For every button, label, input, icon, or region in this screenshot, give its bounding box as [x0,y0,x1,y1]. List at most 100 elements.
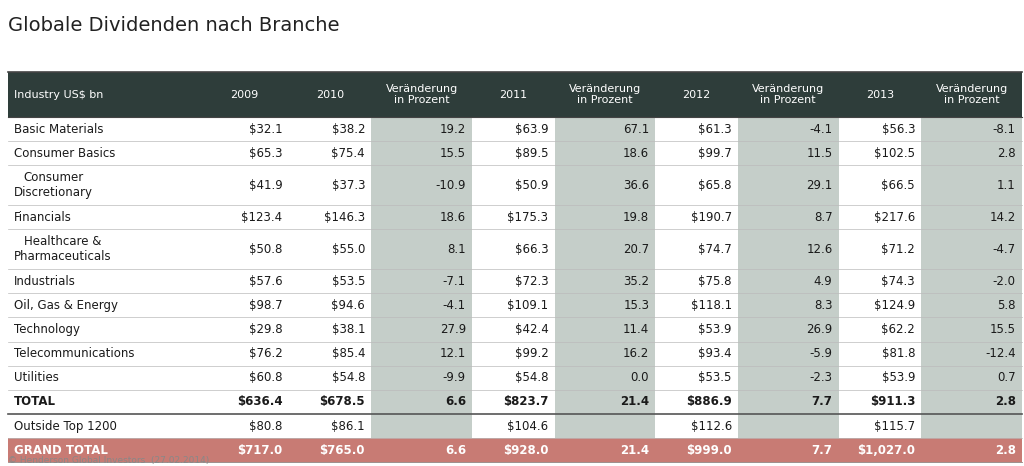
Text: 8.1: 8.1 [447,243,466,256]
Text: 12.6: 12.6 [806,243,833,256]
Text: $54.8: $54.8 [332,371,366,384]
Text: $765.0: $765.0 [319,444,366,457]
Text: $74.7: $74.7 [698,243,732,256]
Text: Veränderung
in Prozent: Veränderung in Prozent [568,84,641,105]
Text: -4.1: -4.1 [442,299,466,312]
Text: $75.4: $75.4 [332,147,366,160]
Text: 35.2: 35.2 [624,275,649,288]
Text: 0.7: 0.7 [997,371,1016,384]
Text: $678.5: $678.5 [319,396,366,408]
Text: 6.6: 6.6 [444,444,466,457]
Text: $65.8: $65.8 [698,179,732,192]
Text: 19.8: 19.8 [623,211,649,224]
Text: -12.4: -12.4 [985,347,1016,360]
Text: 20.7: 20.7 [623,243,649,256]
Text: $56.3: $56.3 [882,123,915,136]
Text: -7.1: -7.1 [442,275,466,288]
Text: 8.7: 8.7 [814,211,833,224]
Text: $190.7: $190.7 [690,211,732,224]
Text: $42.4: $42.4 [515,323,549,336]
Text: $74.3: $74.3 [882,275,915,288]
Text: $146.3: $146.3 [324,211,366,224]
Text: $109.1: $109.1 [507,299,549,312]
Text: 29.1: 29.1 [806,179,833,192]
Text: $37.3: $37.3 [332,179,366,192]
Text: 8.3: 8.3 [814,299,833,312]
Text: $53.9: $53.9 [882,371,915,384]
Text: $75.8: $75.8 [698,275,732,288]
Text: $118.1: $118.1 [690,299,732,312]
Text: $217.6: $217.6 [873,211,915,224]
Text: 1.1: 1.1 [997,179,1016,192]
Text: -2.0: -2.0 [993,275,1016,288]
Text: 12.1: 12.1 [439,347,466,360]
Text: -2.3: -2.3 [810,371,833,384]
Text: 18.6: 18.6 [439,211,466,224]
Text: $53.5: $53.5 [698,371,732,384]
Text: $175.3: $175.3 [508,211,549,224]
Text: -4.7: -4.7 [992,243,1016,256]
Text: 21.4: 21.4 [621,396,649,408]
Text: $86.1: $86.1 [332,419,366,432]
Text: -4.1: -4.1 [809,123,833,136]
Text: 18.6: 18.6 [623,147,649,160]
Text: $102.5: $102.5 [874,147,915,160]
Text: $98.7: $98.7 [249,299,283,312]
Text: $123.4: $123.4 [242,211,283,224]
Text: $29.8: $29.8 [249,323,283,336]
Text: $99.7: $99.7 [698,147,732,160]
Text: $55.0: $55.0 [332,243,366,256]
Text: 67.1: 67.1 [623,123,649,136]
Text: $71.2: $71.2 [882,243,915,256]
Text: Oil, Gas & Energy: Oil, Gas & Energy [14,299,119,312]
Text: 21.4: 21.4 [621,444,649,457]
Text: 2011: 2011 [499,89,527,100]
Text: $66.3: $66.3 [515,243,549,256]
Text: $94.6: $94.6 [332,299,366,312]
Text: $636.4: $636.4 [237,396,283,408]
Text: $85.4: $85.4 [332,347,366,360]
Text: -8.1: -8.1 [993,123,1016,136]
Text: 11.5: 11.5 [807,147,833,160]
Text: 2.8: 2.8 [995,396,1016,408]
Text: GRAND TOTAL: GRAND TOTAL [14,444,109,457]
Text: © Henderson Global Investors  (27.02.2014): © Henderson Global Investors (27.02.2014… [8,456,210,465]
Text: $41.9: $41.9 [249,179,283,192]
Text: Veränderung
in Prozent: Veränderung in Prozent [385,84,458,105]
Text: Globale Dividenden nach Branche: Globale Dividenden nach Branche [8,16,340,35]
Text: -5.9: -5.9 [810,347,833,360]
Text: Healthcare &
Pharmaceuticals: Healthcare & Pharmaceuticals [14,235,112,263]
Text: 19.2: 19.2 [439,123,466,136]
Text: -10.9: -10.9 [435,179,466,192]
Text: $89.5: $89.5 [515,147,549,160]
Text: $80.8: $80.8 [249,419,283,432]
Text: Consumer Basics: Consumer Basics [14,147,116,160]
Text: -9.9: -9.9 [442,371,466,384]
Text: Utilities: Utilities [14,371,59,384]
Text: $38.2: $38.2 [332,123,366,136]
Text: $50.8: $50.8 [249,243,283,256]
Text: 2013: 2013 [866,89,894,100]
Text: 2.8: 2.8 [997,147,1016,160]
Text: $928.0: $928.0 [503,444,549,457]
Text: $57.6: $57.6 [249,275,283,288]
Text: 2009: 2009 [230,89,258,100]
Text: 26.9: 26.9 [806,323,833,336]
Text: $62.2: $62.2 [882,323,915,336]
Text: $124.9: $124.9 [873,299,915,312]
Text: $38.1: $38.1 [332,323,366,336]
Text: $53.9: $53.9 [698,323,732,336]
Text: $911.3: $911.3 [869,396,915,408]
Text: $886.9: $886.9 [686,396,732,408]
Text: $717.0: $717.0 [238,444,283,457]
Text: $63.9: $63.9 [515,123,549,136]
Text: 7.7: 7.7 [812,444,833,457]
Text: Industrials: Industrials [14,275,76,288]
Text: 2010: 2010 [315,89,344,100]
Text: $32.1: $32.1 [249,123,283,136]
Text: 36.6: 36.6 [623,179,649,192]
Text: $53.5: $53.5 [332,275,366,288]
Text: $50.9: $50.9 [515,179,549,192]
Text: $60.8: $60.8 [249,371,283,384]
Text: Technology: Technology [14,323,80,336]
